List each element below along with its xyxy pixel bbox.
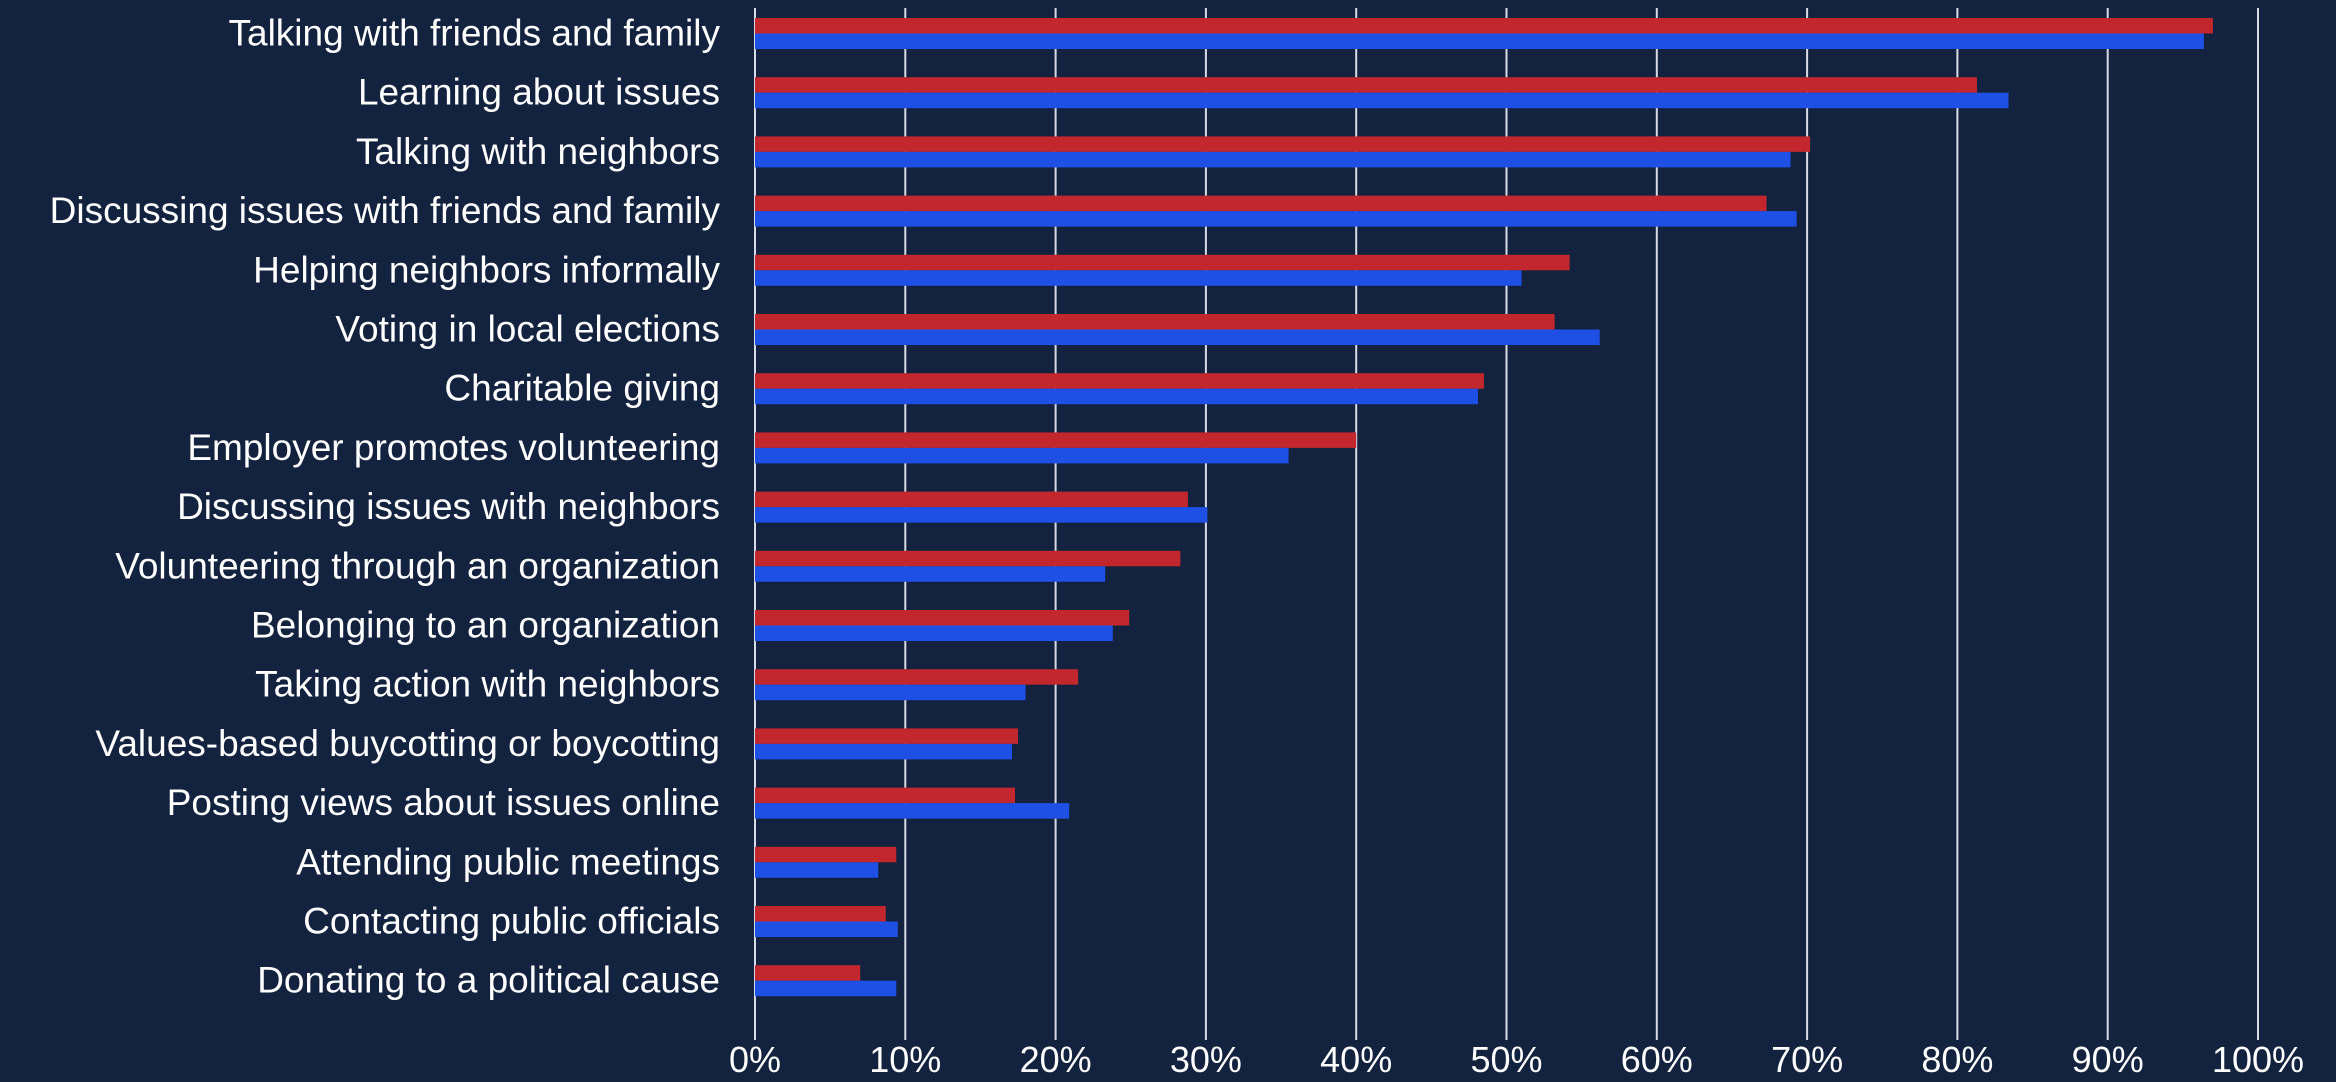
bar [755,33,2204,49]
x-tick-label: 50% [1470,1039,1542,1077]
bar [755,491,1188,508]
bar [755,151,1791,168]
category-label: Values-based buycotting or boycotting [95,723,720,764]
bar [755,447,1289,464]
bar [755,980,897,997]
category-label: Voting in local elections [335,309,720,350]
x-tick-label: 90% [2072,1039,2144,1077]
bar [755,669,1079,685]
category-label: Talking with neighbors [356,131,720,172]
category-label: Helping neighbors informally [253,249,720,290]
category-label: Taking action with neighbors [255,664,720,705]
category-label: Attending public meetings [296,841,720,882]
bar [755,906,886,922]
bar [755,270,1522,286]
bar [755,211,1797,227]
x-tick-label: 60% [1621,1039,1693,1077]
x-tick-label: 0% [729,1039,781,1077]
gridlines [754,8,2259,1040]
category-labels: Talking with friends and family Learning … [50,13,721,1001]
bar [755,625,1113,641]
bar [755,136,1811,152]
category-label: Employer promotes volunteering [187,427,720,468]
x-tick-label: 30% [1170,1039,1242,1077]
x-tick-label: 40% [1320,1039,1392,1077]
bar [755,18,2213,34]
category-label: Donating to a political cause [257,960,720,1001]
category-label: Discussing issues with friends and famil… [50,190,721,231]
x-tick-label: 100% [2212,1039,2304,1077]
bar [755,846,897,863]
bar [755,550,1181,567]
category-label: Discussing issues with neighbors [177,486,720,527]
bars [755,18,2213,997]
bar [755,314,1555,330]
bar [755,743,1013,760]
bar [755,728,1019,744]
category-label: Posting views about issues online [167,782,720,823]
bar [755,566,1106,582]
bar [755,862,879,878]
category-label: Contacting public officials [303,901,720,942]
bar [755,684,1026,701]
x-tick-label: 20% [1020,1039,1092,1077]
x-tick-label: 10% [869,1039,941,1077]
bar [755,803,1070,819]
bar [755,373,1484,389]
x-tick-label: 80% [1921,1039,1993,1077]
bar [755,254,1570,271]
bar [755,329,1600,345]
category-label: Volunteering through an organization [115,545,720,586]
category-label: Belonging to an organization [251,605,720,646]
category-label: Charitable giving [444,368,720,409]
bar [755,507,1208,523]
bar [755,77,1977,93]
bar [755,965,861,981]
bar [755,610,1130,626]
bar [755,388,1478,405]
bar [755,921,898,937]
x-tick-label: 70% [1771,1039,1843,1077]
bar [755,92,2009,109]
category-label: Talking with friends and family [229,13,721,54]
category-label: Learning about issues [358,72,720,113]
x-axis-tick-labels: 0% 10% 20% 30% 40% 50% 60% 70% 80% 90% 100% [729,1039,2304,1080]
bar [755,195,1767,212]
bar [755,787,1016,804]
bar [755,432,1357,448]
